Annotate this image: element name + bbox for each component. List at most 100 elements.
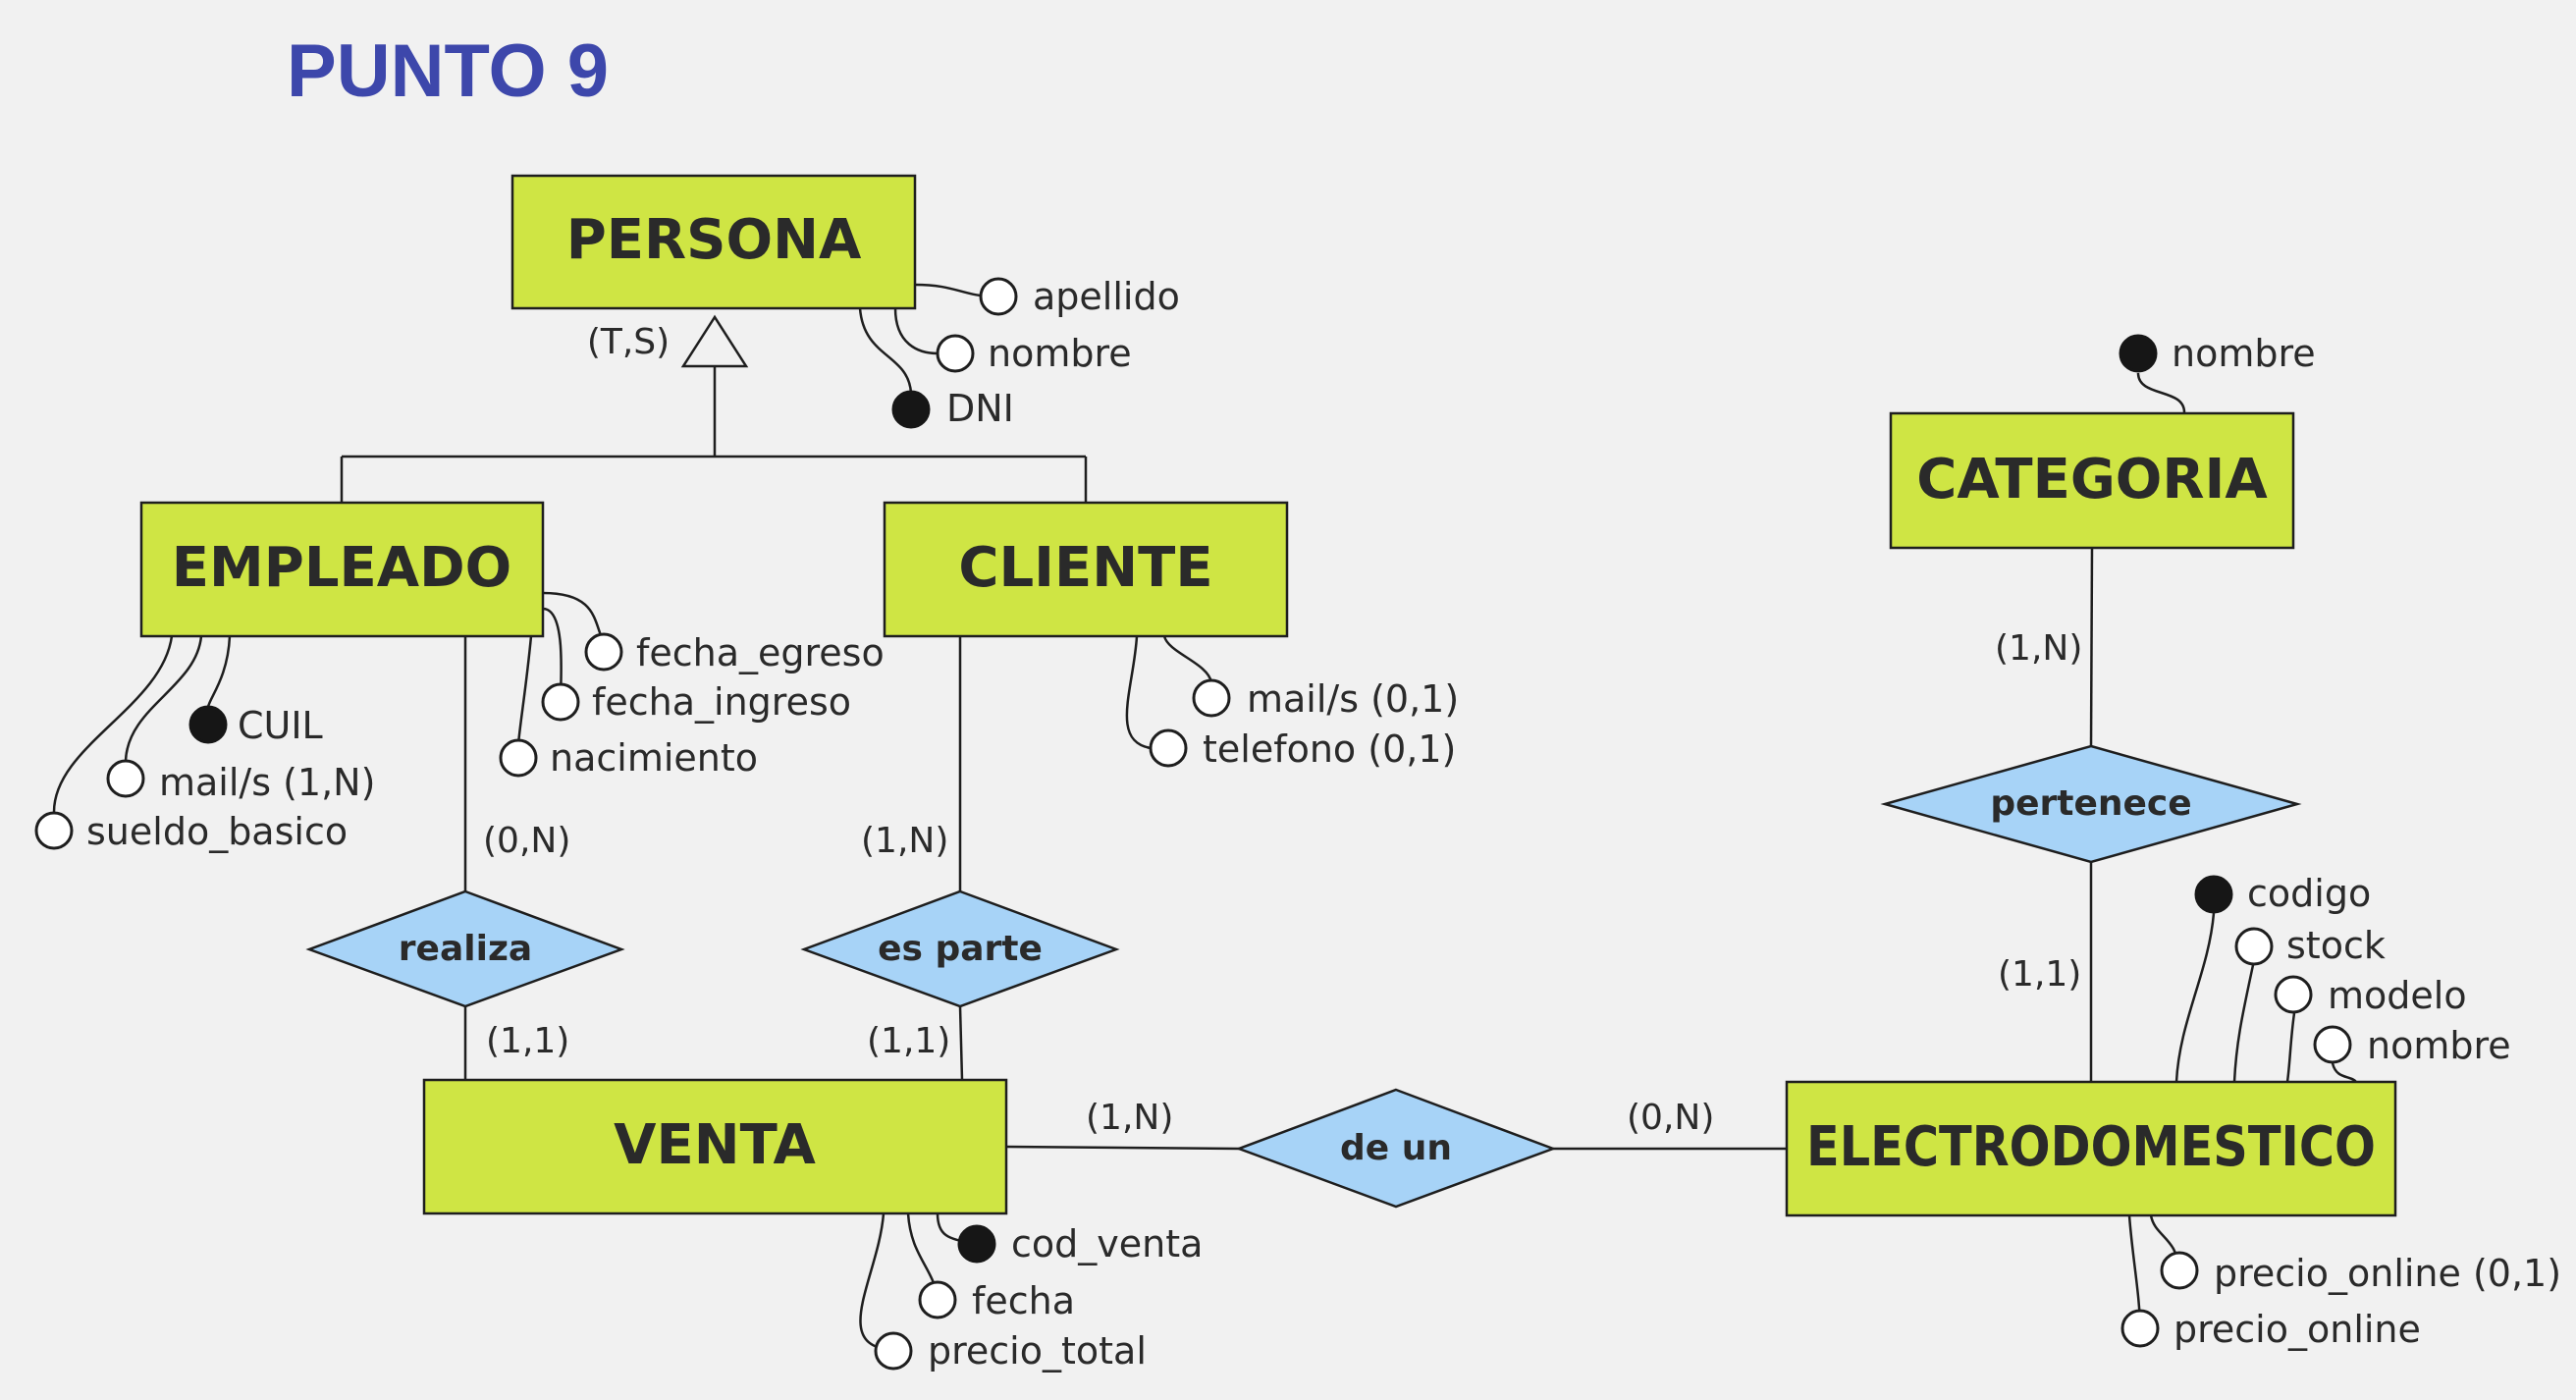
link-fecha-egreso — [542, 591, 604, 639]
svg-text:nombre: nombre — [2367, 1024, 2511, 1067]
card-categoria-pertenece: (1,N) — [1995, 628, 2082, 669]
key-attribute-icon — [2194, 875, 2233, 914]
attribute-telefono: telefono (0,1) — [1149, 727, 1456, 771]
svg-text:nombre: nombre — [988, 332, 1132, 375]
link-sueldo — [52, 635, 174, 813]
attribute-sueldo-basico: sueldo_basico — [34, 810, 348, 853]
link-precio-total — [859, 1212, 892, 1352]
entity-empleado[interactable]: EMPLEADO — [139, 501, 545, 638]
attribute-nombre-persona: nombre — [936, 332, 1132, 375]
relationship-pertenece-label: pertenece — [1990, 783, 2191, 824]
key-attribute-icon — [957, 1224, 996, 1264]
card-es-parte-venta: (1,1) — [867, 1021, 950, 1061]
svg-text:fecha_ingreso: fecha_ingreso — [592, 680, 851, 724]
attribute-precio-total: precio_total — [874, 1329, 1147, 1373]
relationship-de-un-label: de un — [1340, 1128, 1452, 1168]
attribute-mail-cliente: mail/s (0,1) — [1192, 677, 1459, 721]
isa-label: (T,S) — [587, 322, 670, 362]
entity-cliente-label: CLIENTE — [958, 536, 1212, 600]
categoria-pertenece-line — [2089, 547, 2094, 747]
entity-electrodomestico[interactable]: ELECTRODOMESTICO — [1785, 1080, 2397, 1217]
svg-text:stock: stock — [2286, 924, 2386, 967]
link-telefono — [1125, 635, 1152, 750]
relationship-realiza[interactable]: realiza — [305, 889, 625, 1008]
link-cuil — [206, 635, 232, 708]
link-nacimiento — [516, 635, 533, 745]
svg-text:nacimiento: nacimiento — [550, 736, 758, 780]
attribute-cuil: CUIL — [188, 704, 323, 747]
svg-text:mail/s (1,N): mail/s (1,N) — [159, 761, 375, 804]
cardinalities: (0,N) (1,1) (1,N) (1,1) (1,N) (0,N) (1,N… — [483, 628, 2082, 1138]
relationship-es-parte-label: es parte — [878, 929, 1043, 969]
entity-venta[interactable]: VENTA — [422, 1078, 1008, 1215]
key-attribute-icon — [2119, 334, 2158, 373]
card-realiza-venta: (1,1) — [486, 1021, 569, 1061]
card-pertenece-electrodomestico: (1,1) — [1998, 954, 2081, 995]
svg-text:precio_online (0,1): precio_online (0,1) — [2214, 1252, 2561, 1295]
svg-text:precio_total: precio_total — [928, 1329, 1147, 1373]
svg-text:fecha_egreso: fecha_egreso — [636, 631, 885, 674]
entity-persona-label: PERSONA — [566, 208, 862, 272]
attribute-circle-icon — [918, 1280, 957, 1319]
attribute-circle-icon — [1192, 678, 1231, 718]
key-attribute-icon — [891, 390, 931, 429]
svg-text:CUIL: CUIL — [238, 704, 323, 747]
svg-text:apellido: apellido — [1033, 275, 1180, 318]
link-nombre-electro — [2331, 1062, 2358, 1083]
attribute-circle-icon — [106, 759, 145, 798]
attribute-circle-icon — [2274, 975, 2313, 1014]
es-parte-venta-line — [958, 1005, 964, 1081]
attribute-precio-online-opt: precio_online (0,1) — [2160, 1251, 2561, 1295]
attribute-stock: stock — [2234, 924, 2386, 967]
attribute-codigo: codigo — [2194, 872, 2371, 915]
relationship-es-parte[interactable]: es parte — [800, 889, 1120, 1008]
svg-text:codigo: codigo — [2247, 872, 2371, 915]
attribute-fecha-ingreso: fecha_ingreso — [541, 680, 851, 724]
card-empleado-realiza: (0,N) — [483, 821, 570, 861]
attribute-circle-icon — [499, 738, 538, 778]
attribute-circle-icon — [2160, 1251, 2199, 1290]
link-stock — [2232, 964, 2255, 1083]
attribute-dni: DNI — [891, 387, 1014, 430]
attribute-circle-icon — [584, 632, 623, 672]
attribute-circle-icon — [874, 1331, 913, 1371]
attribute-circle-icon — [936, 334, 975, 373]
link-dni — [858, 307, 913, 394]
entity-persona[interactable]: PERSONA — [510, 174, 917, 310]
key-attribute-icon — [188, 705, 228, 744]
entity-empleado-label: EMPLEADO — [172, 536, 511, 600]
attribute-circle-icon — [541, 682, 580, 722]
entity-cliente[interactable]: CLIENTE — [883, 501, 1289, 638]
relationship-de-un[interactable]: de un — [1235, 1088, 1557, 1209]
attribute-nombre-categoria: nombre — [2119, 332, 2316, 375]
entity-categoria[interactable]: CATEGORIA — [1889, 411, 2295, 550]
link-mail-cliente — [1162, 635, 1213, 683]
attribute-nombre-electrodomestico: nombre — [2313, 1024, 2511, 1067]
attribute-fecha-egreso: fecha_egreso — [584, 631, 885, 674]
card-de-un-electrodomestico: (0,N) — [1627, 1098, 1714, 1138]
link-mail-empleado — [124, 635, 203, 762]
attribute-circle-icon — [2313, 1025, 2352, 1064]
attribute-circle-icon — [1149, 728, 1188, 768]
svg-text:mail/s (0,1): mail/s (0,1) — [1247, 677, 1459, 721]
venta-de-un-line — [1005, 1145, 1240, 1151]
attribute-precio-online: precio_online — [2120, 1308, 2421, 1351]
attribute-circle-icon — [2234, 927, 2274, 966]
attribute-fecha: fecha — [918, 1279, 1075, 1322]
entity-categoria-label: CATEGORIA — [1916, 448, 2268, 512]
relationship-pertenece[interactable]: pertenece — [1880, 744, 2302, 864]
svg-text:modelo: modelo — [2328, 974, 2467, 1017]
link-nombre-categoria — [2136, 372, 2186, 413]
attribute-mail-empleado: mail/s (1,N) — [106, 759, 375, 804]
svg-text:nombre: nombre — [2172, 332, 2316, 375]
relationship-realiza-label: realiza — [399, 929, 532, 969]
svg-text:telefono (0,1): telefono (0,1) — [1203, 727, 1456, 771]
entity-venta-label: VENTA — [614, 1113, 816, 1177]
attribute-nacimiento: nacimiento — [499, 736, 758, 780]
link-codigo — [2174, 912, 2216, 1083]
attribute-modelo: modelo — [2274, 974, 2467, 1017]
entity-electrodomestico-label: ELECTRODOMESTICO — [1806, 1115, 2376, 1179]
link-nombre-persona — [893, 307, 939, 355]
svg-text:DNI: DNI — [946, 387, 1014, 430]
